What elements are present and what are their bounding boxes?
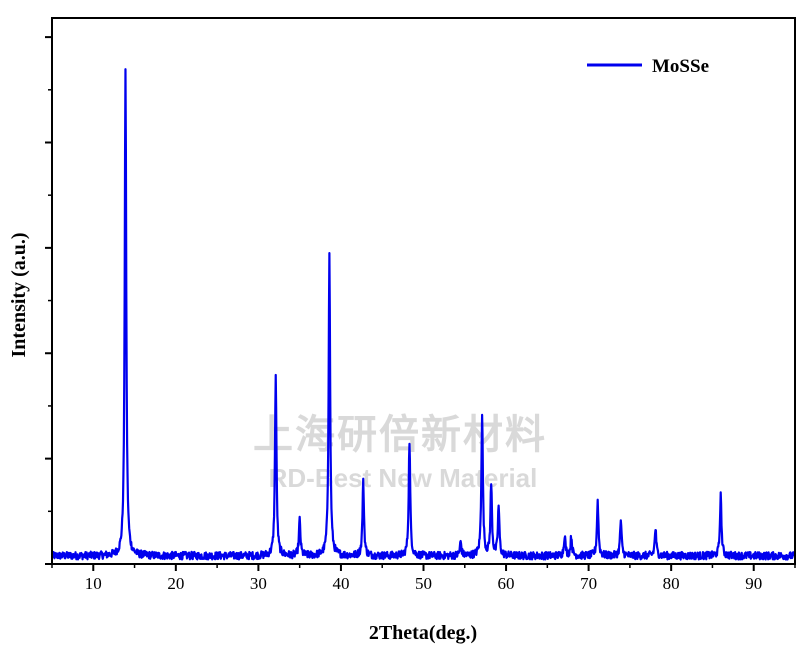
x-axis-ticks: 10 20 30 40 50 60 70 80 90 (51, 564, 796, 593)
x-tick-label: 70 (580, 574, 597, 593)
x-axis-title: 2Theta(deg.) (369, 622, 477, 644)
watermark: 上海研倍新材料 RD-Best New Material (253, 412, 547, 493)
y-axis-ticks (45, 36, 52, 565)
x-tick-label: 10 (85, 574, 102, 593)
x-tick-label: 40 (332, 574, 349, 593)
series-line-mosse (50, 68, 797, 561)
watermark-english: RD-Best New Material (269, 463, 538, 493)
x-tick-label: 80 (663, 574, 680, 593)
x-tick-label: 20 (167, 574, 184, 593)
legend-label-mosse: MoSSe (652, 56, 709, 77)
watermark-chinese: 上海研倍新材料 (253, 412, 547, 458)
x-tick-label: 30 (250, 574, 267, 593)
x-tick-label: 50 (415, 574, 432, 593)
legend: MoSSe (587, 56, 709, 77)
y-axis-title: Intensity (a.u.) (8, 232, 30, 357)
x-tick-label: 90 (745, 574, 762, 593)
x-tick-label: 60 (498, 574, 515, 593)
